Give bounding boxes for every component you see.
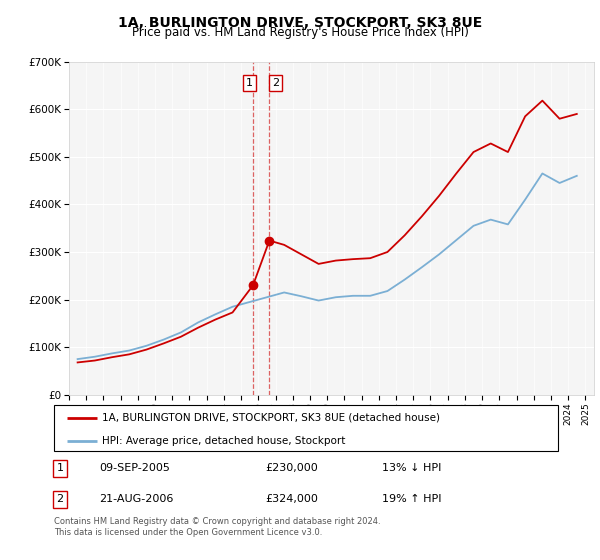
Text: Contains HM Land Registry data © Crown copyright and database right 2024.
This d: Contains HM Land Registry data © Crown c…: [54, 517, 380, 537]
Text: Price paid vs. HM Land Registry's House Price Index (HPI): Price paid vs. HM Land Registry's House …: [131, 26, 469, 39]
Text: HPI: Average price, detached house, Stockport: HPI: Average price, detached house, Stoc…: [102, 436, 345, 446]
Text: £324,000: £324,000: [266, 494, 319, 505]
Text: 2: 2: [272, 78, 279, 88]
Text: 1: 1: [246, 78, 253, 88]
Text: £230,000: £230,000: [266, 463, 319, 473]
Text: 09-SEP-2005: 09-SEP-2005: [100, 463, 170, 473]
Text: 1A, BURLINGTON DRIVE, STOCKPORT, SK3 8UE (detached house): 1A, BURLINGTON DRIVE, STOCKPORT, SK3 8UE…: [102, 413, 440, 423]
Text: 21-AUG-2006: 21-AUG-2006: [100, 494, 174, 505]
Text: 2: 2: [56, 494, 64, 505]
Text: 1A, BURLINGTON DRIVE, STOCKPORT, SK3 8UE: 1A, BURLINGTON DRIVE, STOCKPORT, SK3 8UE: [118, 16, 482, 30]
Text: 1: 1: [56, 463, 64, 473]
Text: 19% ↑ HPI: 19% ↑ HPI: [382, 494, 441, 505]
Text: 13% ↓ HPI: 13% ↓ HPI: [382, 463, 441, 473]
